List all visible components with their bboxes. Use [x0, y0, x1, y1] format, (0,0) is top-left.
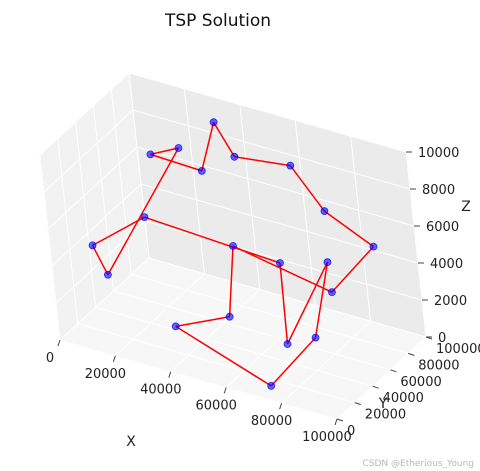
tour-segment [234, 156, 291, 167]
x-tick-label: 60000 [196, 398, 237, 413]
city-point [88, 241, 97, 250]
y-tick-label: 40000 [383, 391, 424, 406]
tour-segment [331, 246, 375, 293]
x-tick [334, 418, 338, 426]
city-point [225, 312, 234, 321]
tour-segment [228, 245, 234, 317]
city-point [328, 288, 336, 297]
city-point [209, 118, 218, 127]
tour-segment [91, 245, 109, 276]
grid-line-y [57, 138, 355, 404]
tour-segment [212, 121, 236, 158]
x-tick [112, 355, 116, 362]
tour-segment [175, 325, 272, 387]
city-point [283, 340, 292, 348]
x-tick-label: 80000 [251, 414, 292, 429]
city-point [267, 381, 276, 390]
y-axis-label: Y [378, 396, 388, 412]
tour-segment [324, 210, 374, 248]
grid-line-z [39, 72, 407, 156]
city-point [197, 166, 206, 175]
tour-segment [107, 147, 180, 276]
z-tick-label: 10000 [418, 146, 459, 161]
y-tick [354, 402, 361, 406]
y-tick [408, 352, 415, 356]
city-point [230, 152, 239, 161]
tour-segment [150, 153, 203, 172]
tour-segment [201, 122, 215, 172]
y-tick [336, 418, 344, 422]
city-point [140, 213, 149, 222]
tour-segment [150, 147, 179, 156]
tour-segment [286, 261, 329, 345]
chart-title: TSP Solution [164, 11, 271, 31]
tour-segment [279, 262, 289, 345]
tour-segment [270, 337, 317, 387]
z-tick-label: 0 [438, 331, 446, 346]
z-tick-label: 4000 [430, 257, 463, 272]
city-point [229, 242, 237, 250]
z-tick-label: 6000 [426, 220, 459, 235]
x-tick-label: 20000 [85, 367, 126, 382]
city-point [323, 258, 332, 267]
x-tick [279, 403, 283, 410]
y-tick-label: 0 [347, 424, 355, 439]
watermark: CSDN @Etherious_Young [362, 459, 474, 469]
axis-ticks: 0200004000060000800001000000200004000060… [46, 146, 480, 445]
y-tick-label: 20000 [365, 408, 406, 423]
tour-segment [144, 216, 281, 264]
z-axis-label: Z [461, 199, 471, 215]
city-point [104, 270, 112, 279]
x-tick [223, 387, 227, 394]
tour-segment [289, 165, 326, 212]
grid-line-y [128, 72, 427, 338]
x-tick [57, 339, 61, 347]
tour-segment [92, 216, 145, 247]
city-point [276, 259, 284, 267]
tour-lines [91, 121, 375, 387]
tour-segment [175, 315, 230, 328]
city-points [88, 118, 378, 390]
y-tick [390, 369, 397, 373]
x-tick [168, 371, 172, 378]
y-tick-label: 60000 [400, 375, 441, 390]
city-point [286, 161, 295, 170]
tour-segment [232, 245, 333, 293]
x-tick-label: 40000 [140, 383, 181, 398]
city-point [171, 322, 180, 331]
x-tick-label: 0 [46, 351, 54, 366]
y-tick [372, 385, 379, 389]
axis-panes [39, 72, 427, 420]
x-axis-label: X [126, 434, 136, 450]
city-point [311, 333, 320, 342]
y-tick-label: 80000 [418, 358, 459, 373]
y-tick-label: 100000 [436, 342, 480, 357]
city-point [174, 144, 183, 152]
x-tick-label: 100000 [302, 430, 352, 445]
city-point [320, 207, 329, 216]
city-point [369, 242, 378, 251]
z-tick-label: 8000 [422, 183, 455, 198]
z-tick-label: 2000 [434, 294, 467, 309]
city-point [146, 150, 155, 159]
grid-line-y [110, 89, 409, 354]
tour-segment [314, 262, 329, 338]
grid-line-y [75, 122, 373, 387]
grid-line-y [92, 105, 391, 371]
